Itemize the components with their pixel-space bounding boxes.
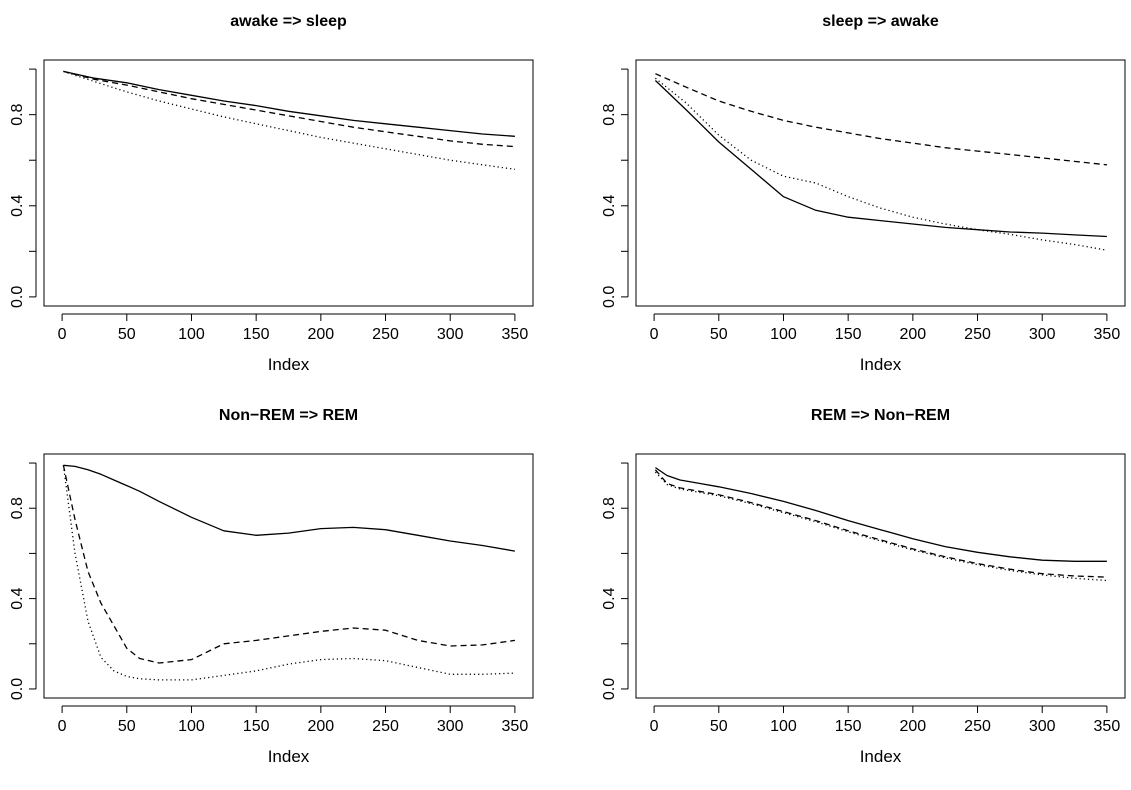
y-tick-label: 0.8 xyxy=(601,103,618,125)
x-tick-label: 0 xyxy=(650,718,659,735)
series-line-dashed xyxy=(655,73,1107,166)
plot-frame xyxy=(43,453,534,699)
x-tick-label: 150 xyxy=(835,326,862,343)
x-tick-label: 250 xyxy=(964,326,991,343)
x-tick-label: 100 xyxy=(770,718,797,735)
x-tick-label: 250 xyxy=(964,718,991,735)
x-tick-label: 350 xyxy=(502,718,529,735)
x-axis-label: Index xyxy=(860,355,902,374)
x-tick-label: 100 xyxy=(770,326,797,343)
series-line-solid xyxy=(63,70,515,137)
series-line-dotted xyxy=(63,70,515,170)
panel-title: awake => sleep xyxy=(230,13,347,30)
x-tick-label: 50 xyxy=(118,718,136,735)
x-tick-label: 250 xyxy=(372,718,399,735)
panel-3: Non−REM => REM 0 50 100 150 200 250 300 350 Index… xyxy=(9,407,534,766)
x-tick-label: 50 xyxy=(710,718,728,735)
x-tick-label: 50 xyxy=(118,326,136,343)
y-tick-label: 0.0 xyxy=(601,678,618,700)
panel-title: sleep => awake xyxy=(822,13,939,30)
x-tick-label: 300 xyxy=(437,718,464,735)
y-tick-label: 0.0 xyxy=(9,678,26,700)
plot-frame xyxy=(43,59,534,307)
x-tick-label: 50 xyxy=(710,326,728,343)
y-tick-label: 0.4 xyxy=(601,587,618,609)
panel-1: awake => sleep 0 50 100 150 200 250 300 350 Index… xyxy=(9,13,534,374)
x-tick-label: 0 xyxy=(58,326,67,343)
series-line-dashed xyxy=(62,465,515,664)
x-tick-label: 200 xyxy=(899,326,926,343)
x-tick-label: 350 xyxy=(1094,718,1121,735)
x-tick-label: 150 xyxy=(835,718,862,735)
series-line-solid xyxy=(63,464,516,552)
y-tick-label: 0.8 xyxy=(9,497,26,519)
series-line-dashed xyxy=(63,70,515,148)
x-tick-label: 150 xyxy=(243,326,270,343)
y-tick-label: 0.0 xyxy=(601,286,618,308)
series-line-dotted xyxy=(654,77,1108,251)
y-tick-label: 0.0 xyxy=(9,286,26,308)
y-tick-label: 0.4 xyxy=(9,195,26,217)
x-tick-label: 0 xyxy=(650,326,659,343)
x-tick-label: 350 xyxy=(502,326,529,343)
y-tick-label: 0.4 xyxy=(601,195,618,217)
x-tick-label: 300 xyxy=(1029,718,1056,735)
x-tick-label: 200 xyxy=(307,718,334,735)
x-axis-label: Index xyxy=(268,747,310,766)
series-line-dashed xyxy=(654,469,1107,578)
y-tick-label: 0.4 xyxy=(9,587,26,609)
x-tick-label: 250 xyxy=(372,326,399,343)
x-tick-label: 300 xyxy=(437,326,464,343)
x-axis-label: Index xyxy=(860,747,902,766)
plot-frame xyxy=(635,59,1126,307)
series-line-dotted xyxy=(62,465,515,681)
plot-frame xyxy=(635,453,1126,699)
x-tick-label: 200 xyxy=(307,326,334,343)
x-tick-label: 350 xyxy=(1094,326,1121,343)
x-tick-label: 100 xyxy=(178,718,205,735)
x-axis-label: Index xyxy=(268,355,310,374)
x-tick-label: 100 xyxy=(178,326,205,343)
x-tick-label: 300 xyxy=(1029,326,1056,343)
y-tick-label: 0.8 xyxy=(601,497,618,519)
x-tick-label: 200 xyxy=(899,718,926,735)
x-tick-label: 0 xyxy=(58,718,67,735)
x-tick-label: 150 xyxy=(243,718,270,735)
panel-2: sleep => awake 0 50 100 150 200 250 300 350 Index… xyxy=(601,13,1126,374)
panel-title: Non−REM => REM xyxy=(219,407,358,424)
panel-title: REM => Non−REM xyxy=(811,407,950,424)
series-line-solid xyxy=(655,467,1107,562)
series-line-solid xyxy=(654,80,1107,238)
panel-4: REM => Non−REM 0 50 100 150 200 250 300 350 Index… xyxy=(601,407,1126,766)
y-tick-label: 0.8 xyxy=(9,103,26,125)
